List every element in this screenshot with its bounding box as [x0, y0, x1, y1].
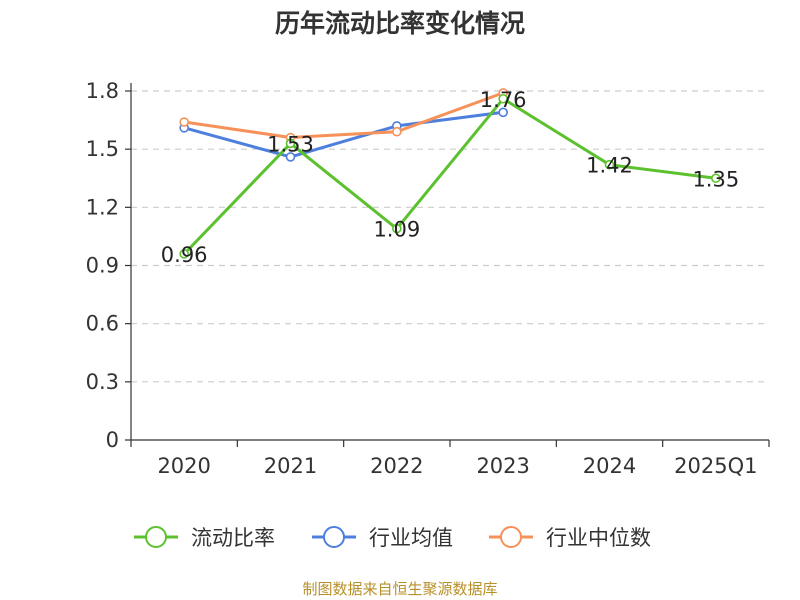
- data-label: 1.53: [267, 132, 314, 156]
- series-line-1: [183, 110, 504, 159]
- y-tick-label: 0.3: [86, 370, 119, 394]
- chart-title: 历年流动比率变化情况: [274, 9, 525, 38]
- data-point[interactable]: [498, 107, 508, 118]
- y-tick-label: 0.6: [86, 312, 119, 336]
- data-labels: 0.96 1.53 1.09 1.76 1.42 1.35: [161, 88, 739, 267]
- x-tick-label: 2022: [370, 454, 423, 478]
- series-lines: [179, 88, 721, 259]
- data-label: 1.42: [586, 154, 633, 178]
- y-tick-label: 0.9: [86, 254, 119, 278]
- series-line-2: [183, 91, 504, 139]
- legend-swatch-marker: [500, 526, 522, 548]
- x-tick-label: 2023: [476, 454, 529, 478]
- series-line-0: [183, 97, 716, 255]
- x-tick-label: 2024: [583, 454, 636, 478]
- data-point[interactable]: [604, 159, 615, 170]
- axes: 0 0.3 0.6 0.9 1.2 1.5 1.8 2020 2021 2022 2023 2024 2…: [86, 79, 770, 478]
- data-point[interactable]: [285, 152, 296, 162]
- legend-label: 流动比率: [191, 526, 275, 550]
- data-point[interactable]: [498, 93, 508, 104]
- data-point[interactable]: [392, 223, 402, 234]
- data-point[interactable]: [392, 126, 402, 137]
- legend[interactable]: 流动比率 行业均值 行业中位数: [134, 526, 651, 550]
- data-point[interactable]: [179, 249, 189, 259]
- y-tick-label: 1.2: [86, 195, 119, 219]
- data-label: 0.96: [161, 243, 208, 267]
- x-tick-label: 2021: [264, 454, 317, 478]
- data-point[interactable]: [711, 173, 721, 184]
- data-label: 1.35: [692, 167, 739, 191]
- data-point[interactable]: [285, 138, 296, 149]
- data-point[interactable]: [179, 117, 189, 127]
- y-tick-label: 0: [106, 428, 119, 452]
- y-tick-label: 1.5: [86, 137, 119, 161]
- legend-swatch-marker: [323, 526, 345, 548]
- legend-item-0[interactable]: 流动比率: [134, 526, 275, 550]
- data-label: 1.09: [373, 218, 420, 242]
- legend-label: 行业均值: [369, 526, 453, 550]
- legend-label: 行业中位数: [546, 526, 651, 550]
- x-tick-label: 2025Q1: [674, 454, 757, 478]
- legend-swatch-marker: [145, 526, 167, 548]
- x-tick-label: 2020: [157, 454, 210, 478]
- source-footer: 制图数据来自恒生聚源数据库: [302, 580, 498, 598]
- y-tick-label: 1.8: [86, 79, 119, 103]
- data-label: 1.76: [480, 88, 527, 112]
- legend-item-1[interactable]: 行业均值: [312, 526, 453, 550]
- legend-item-2[interactable]: 行业中位数: [489, 526, 651, 550]
- grid-lines: [131, 90, 769, 383]
